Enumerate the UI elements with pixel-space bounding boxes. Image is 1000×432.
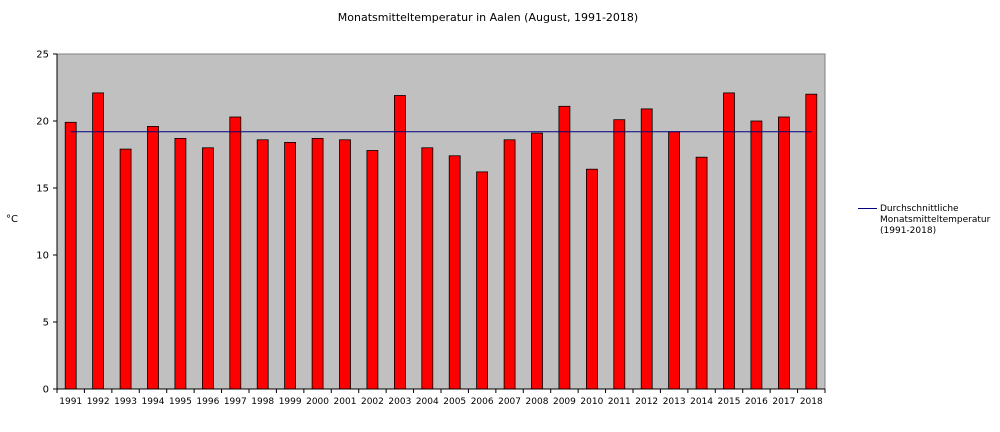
bar-2013 bbox=[668, 131, 680, 390]
x-tick-label-1997: 1997 bbox=[224, 397, 247, 407]
x-tick-label-2013: 2013 bbox=[663, 397, 686, 407]
x-tick-label-1992: 1992 bbox=[87, 397, 110, 407]
legend-line-swatch bbox=[858, 208, 877, 209]
x-tick-label-2009: 2009 bbox=[553, 397, 576, 407]
y-tick-label: 5 bbox=[43, 318, 49, 329]
bar-2007 bbox=[503, 139, 516, 390]
bar-1994 bbox=[147, 126, 159, 390]
y-tick-label: 25 bbox=[36, 50, 49, 61]
x-tick-label-2007: 2007 bbox=[498, 397, 521, 407]
x-tick-label-2005: 2005 bbox=[443, 397, 466, 407]
bar-2016 bbox=[750, 120, 763, 390]
bar-2002 bbox=[366, 150, 379, 390]
bar-1992 bbox=[92, 92, 104, 390]
bar-2018 bbox=[805, 93, 818, 390]
x-tick-label-2018: 2018 bbox=[800, 397, 823, 407]
x-tick-label-2000: 2000 bbox=[306, 397, 329, 407]
bar-2008 bbox=[531, 132, 543, 390]
x-tick-label-2004: 2004 bbox=[416, 397, 439, 407]
bar-2015 bbox=[723, 92, 735, 390]
plot-area bbox=[56, 53, 826, 390]
x-tick-label-2014: 2014 bbox=[690, 397, 713, 407]
chart-title: Monatsmitteltemperatur in Aalen (August,… bbox=[337, 11, 639, 24]
bar-1999 bbox=[284, 141, 297, 390]
y-tick-label: 20 bbox=[36, 117, 49, 128]
y-axis-label: °C bbox=[6, 214, 18, 225]
x-tick-label-1991: 1991 bbox=[59, 397, 82, 407]
x-tick-label-2003: 2003 bbox=[388, 397, 411, 407]
x-tick-label-2001: 2001 bbox=[334, 397, 357, 407]
x-tick-label-2008: 2008 bbox=[526, 397, 549, 407]
bar-2005 bbox=[448, 155, 461, 390]
x-tick-label-2002: 2002 bbox=[361, 397, 384, 407]
bar-2000 bbox=[311, 137, 324, 390]
x-tick-label-2011: 2011 bbox=[608, 397, 631, 407]
bar-1993 bbox=[119, 148, 132, 390]
y-tick-label: 15 bbox=[36, 184, 49, 195]
bar-2014 bbox=[695, 156, 708, 390]
bar-2009 bbox=[558, 105, 571, 390]
x-tick-label-2006: 2006 bbox=[471, 397, 494, 407]
y-tick-label: 10 bbox=[36, 251, 49, 262]
bar-1997 bbox=[229, 116, 242, 390]
bar-1995 bbox=[174, 137, 187, 390]
bar-2004 bbox=[421, 147, 434, 390]
bar-2012 bbox=[640, 108, 653, 390]
x-tick-label-2015: 2015 bbox=[718, 397, 741, 407]
x-tick-label-1993: 1993 bbox=[114, 397, 137, 407]
x-tick-label-1995: 1995 bbox=[169, 397, 192, 407]
bar-2003 bbox=[393, 95, 406, 390]
x-tick-label-1996: 1996 bbox=[196, 397, 219, 407]
bar-2010 bbox=[586, 168, 598, 390]
x-tick-label-2010: 2010 bbox=[580, 397, 603, 407]
bar-2006 bbox=[476, 171, 489, 390]
x-tick-label-1999: 1999 bbox=[279, 397, 302, 407]
bar-2017 bbox=[778, 116, 790, 390]
y-tick-label: 0 bbox=[43, 385, 49, 396]
legend-label: Durchschnittliche Monatsmitteltemperatur… bbox=[880, 204, 991, 236]
y-axis-ticks: 0 5 10 15 20 25 bbox=[36, 50, 57, 396]
x-axis-ticks: 1991 1992 1993 1994 1995 1996 1997 1998 1999 2000… bbox=[56, 389, 826, 407]
bar-2001 bbox=[339, 139, 351, 390]
x-tick-label-1994: 1994 bbox=[142, 397, 165, 407]
x-tick-label-1998: 1998 bbox=[251, 397, 274, 407]
x-tick-label-2016: 2016 bbox=[745, 397, 768, 407]
bar-1996 bbox=[201, 147, 214, 390]
bar-1991 bbox=[64, 121, 77, 390]
bar-2011 bbox=[613, 119, 626, 390]
bar-1998 bbox=[256, 139, 269, 390]
bar-group bbox=[64, 92, 818, 390]
x-tick-label-2017: 2017 bbox=[772, 397, 795, 407]
x-tick-label-2012: 2012 bbox=[635, 397, 658, 407]
